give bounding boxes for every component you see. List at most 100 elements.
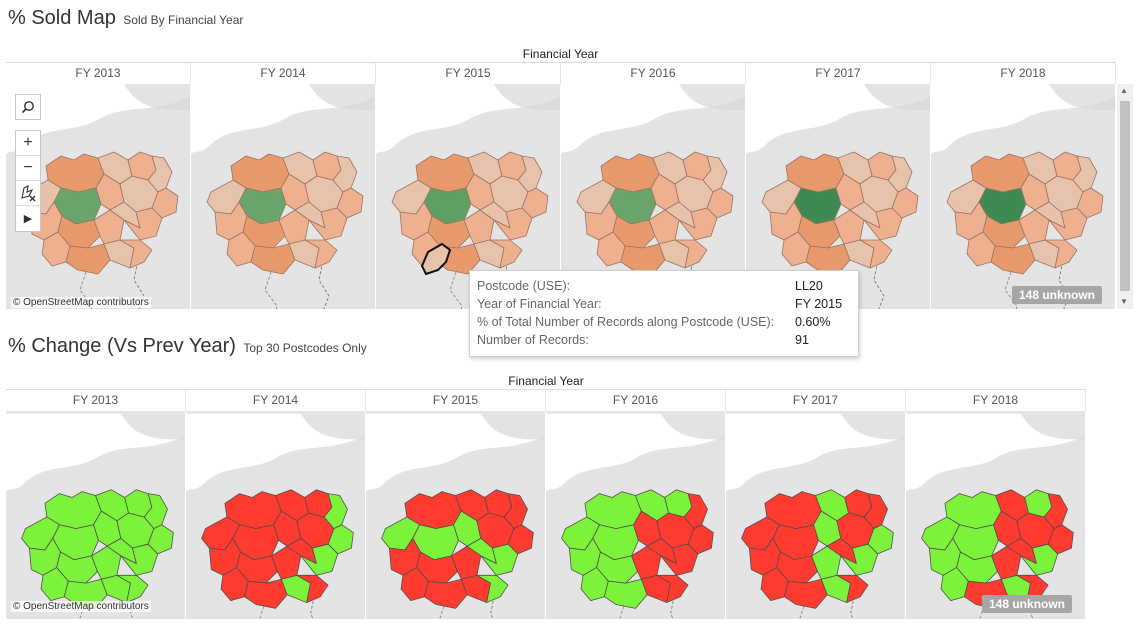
sold-map-subtitle: Sold By Financial Year: [123, 13, 244, 27]
choropleth-map[interactable]: [746, 84, 931, 309]
postcode-region[interactable]: [1048, 207, 1088, 241]
tooltip-key: % of Total Number of Records along Postc…: [477, 315, 775, 329]
postcode-region[interactable]: [250, 243, 296, 275]
change-map-column-group-label: Financial Year: [508, 374, 584, 388]
osm-attribution: © OpenStreetMap contributors: [11, 297, 151, 308]
tooltip-key: Postcode (USE):: [477, 279, 571, 293]
choropleth-map[interactable]: [726, 411, 906, 619]
choropleth-map[interactable]: [191, 84, 376, 309]
search-icon: [21, 101, 34, 114]
postcode-region[interactable]: [678, 207, 718, 241]
map-toolbar: + − ▶: [15, 94, 42, 232]
choropleth-map[interactable]: [546, 411, 726, 619]
postcode-region[interactable]: [1020, 543, 1059, 576]
change-map-title: % Change (Vs Prev Year): [8, 335, 236, 357]
sold-map-scrollbar[interactable]: ▲ ▼: [1117, 84, 1133, 309]
column-header-fy-2013[interactable]: FY 2013: [6, 390, 186, 411]
map-panel-fy-2014[interactable]: [186, 411, 366, 619]
choropleth-map[interactable]: [6, 411, 186, 619]
column-header-fy-2013[interactable]: FY 2013: [6, 63, 191, 84]
map-panel-fy-2017[interactable]: [746, 84, 931, 309]
scroll-thumb[interactable]: [1120, 101, 1130, 291]
selected-postcode-region[interactable]: [420, 242, 452, 276]
postcode-region[interactable]: [859, 239, 893, 269]
postcode-region[interactable]: [990, 243, 1036, 275]
postcode-region[interactable]: [120, 543, 159, 576]
map-panel-fy-2015[interactable]: [366, 411, 546, 619]
postcode-region[interactable]: [116, 574, 149, 603]
postcode-region[interactable]: [863, 207, 903, 241]
map-panel-fy-2018[interactable]: [931, 84, 1116, 309]
column-header-fy-2014[interactable]: FY 2014: [191, 63, 376, 84]
tooltip-key: Number of Records:: [477, 333, 589, 347]
change-map-panels[interactable]: [6, 411, 1086, 619]
postcode-region[interactable]: [296, 574, 329, 603]
map-panel-fy-2018[interactable]: [906, 411, 1086, 619]
postcode-region[interactable]: [65, 243, 111, 275]
postcode-region[interactable]: [836, 574, 869, 603]
column-header-fy-2017[interactable]: FY 2017: [746, 63, 931, 84]
sold-map-column-headers: FY 2013 FY 2014 FY 2015 FY 2016 FY 2017 FY 20…: [6, 62, 1116, 85]
tooltip-value: LL20: [795, 279, 823, 293]
column-header-fy-2016[interactable]: FY 2016: [546, 390, 726, 411]
choropleth-map[interactable]: [906, 411, 1086, 619]
choropleth-map[interactable]: [931, 84, 1116, 309]
map-panel-fy-2016[interactable]: [546, 411, 726, 619]
expand-tools-button[interactable]: ▶: [16, 206, 40, 231]
zoom-out-button[interactable]: −: [16, 156, 40, 181]
postcode-region[interactable]: [783, 578, 828, 609]
postcode-region[interactable]: [304, 239, 338, 269]
lasso-select-button[interactable]: [16, 181, 40, 206]
scroll-up-icon[interactable]: ▲: [1120, 86, 1128, 95]
column-header-fy-2017[interactable]: FY 2017: [726, 390, 906, 411]
column-header-fy-2015[interactable]: FY 2015: [366, 390, 546, 411]
postcode-region[interactable]: [243, 578, 288, 609]
postcode-region[interactable]: [489, 239, 523, 269]
change-map-grid: FY 2013 FY 2014 FY 2015 FY 2016 FY 2017 FY 20…: [6, 389, 1086, 619]
change-map-subtitle: Top 30 Postcodes Only: [243, 341, 367, 355]
column-header-fy-2018[interactable]: FY 2018: [931, 63, 1116, 84]
tooltip-value: 0.60%: [795, 315, 831, 329]
postcode-region[interactable]: [674, 239, 708, 269]
postcode-region[interactable]: [423, 578, 468, 609]
tooltip-row-year: Year of Financial Year: FY 2015: [477, 297, 851, 315]
column-header-fy-2015[interactable]: FY 2015: [376, 63, 561, 84]
choropleth-map[interactable]: [366, 411, 546, 619]
postcode-region[interactable]: [123, 207, 163, 241]
unknown-badge: 148 unknown: [982, 595, 1073, 613]
column-header-fy-2016[interactable]: FY 2016: [561, 63, 746, 84]
postcode-region[interactable]: [840, 543, 879, 576]
map-panel-fy-2014[interactable]: [191, 84, 376, 309]
postcode-region[interactable]: [308, 207, 348, 241]
postcode-region[interactable]: [476, 574, 509, 603]
column-header-fy-2018[interactable]: FY 2018: [906, 390, 1086, 411]
tooltip-value: FY 2015: [795, 297, 843, 311]
tooltip-key: Year of Financial Year:: [477, 297, 602, 311]
postcode-region[interactable]: [480, 543, 519, 576]
zoom-in-button[interactable]: +: [16, 131, 40, 156]
lasso-select-icon: [21, 185, 36, 202]
map-panel-fy-2017[interactable]: [726, 411, 906, 619]
postcode-tooltip: Postcode (USE): LL20 Year of Financial Y…: [469, 270, 859, 357]
unknown-badge: 148 unknown: [1012, 286, 1103, 304]
postcode-region[interactable]: [493, 207, 533, 241]
tooltip-row-records: Number of Records: 91: [477, 333, 851, 351]
tooltip-value: 91: [795, 333, 809, 347]
postcode-region[interactable]: [1044, 239, 1078, 269]
change-map-column-headers: FY 2013 FY 2014 FY 2015 FY 2016 FY 2017 FY 20…: [6, 389, 1086, 412]
tooltip-row-postcode: Postcode (USE): LL20: [477, 279, 851, 297]
postcode-region[interactable]: [805, 243, 851, 275]
tooltip-row-percent: % of Total Number of Records along Postc…: [477, 315, 851, 333]
scroll-down-icon[interactable]: ▼: [1120, 297, 1128, 306]
postcode-region[interactable]: [656, 574, 689, 603]
postcode-region[interactable]: [660, 543, 699, 576]
postcode-region[interactable]: [300, 543, 339, 576]
postcode-region[interactable]: [119, 239, 153, 269]
choropleth-map[interactable]: [186, 411, 366, 619]
postcode-region[interactable]: [603, 578, 648, 609]
postcode-region[interactable]: [620, 243, 666, 275]
search-button[interactable]: [15, 94, 41, 120]
change-map-title-row: % Change (Vs Prev Year) Top 30 Postcodes…: [8, 335, 367, 358]
map-panel-fy-2013[interactable]: [6, 411, 186, 619]
column-header-fy-2014[interactable]: FY 2014: [186, 390, 366, 411]
